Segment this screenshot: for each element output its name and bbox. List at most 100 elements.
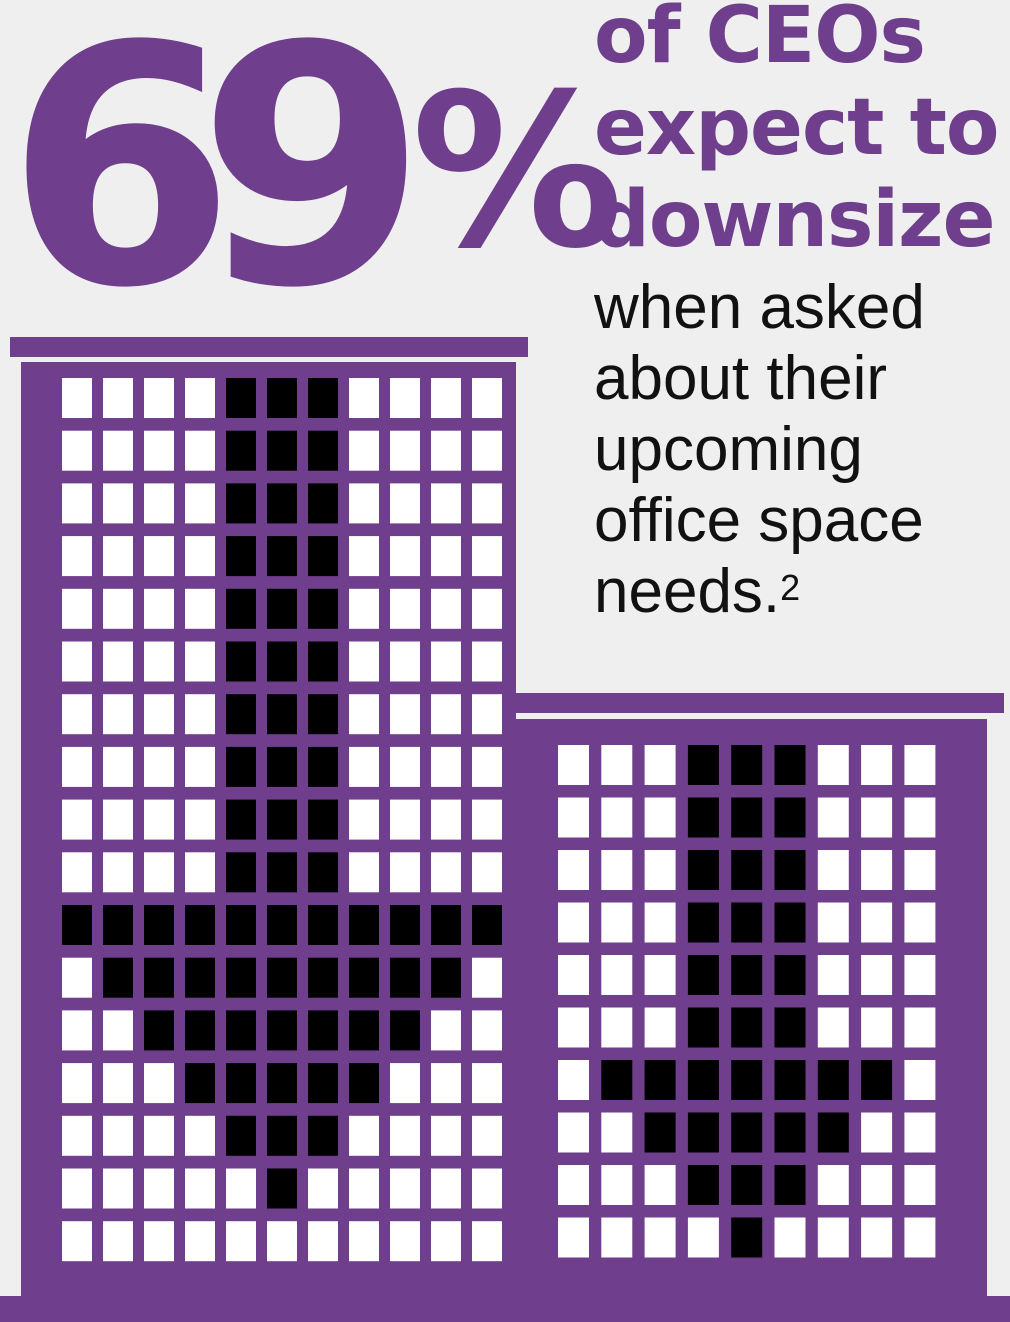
right-building-window	[904, 1165, 936, 1205]
left-building-window	[472, 641, 502, 682]
right-building-window	[774, 850, 806, 890]
right-building-window	[558, 1007, 589, 1048]
left-building-window	[185, 905, 215, 945]
left-building-window	[226, 536, 256, 577]
left-building-window	[349, 1115, 379, 1156]
right-building-window	[774, 955, 806, 995]
left-building-window	[185, 746, 215, 787]
left-building-window	[62, 430, 92, 471]
left-building-window	[226, 483, 256, 524]
left-building-window	[308, 588, 338, 629]
stat-percentage: 69%	[6, 3, 624, 333]
right-building-window	[601, 1217, 633, 1258]
right-building-window	[558, 1060, 589, 1100]
left-building-window	[103, 483, 133, 524]
left-building-window	[103, 1010, 133, 1051]
left-building-window	[267, 1010, 297, 1051]
right-building-window	[774, 902, 806, 943]
right-building-window	[644, 1112, 676, 1153]
left-building-window	[267, 799, 297, 840]
left-building-window	[185, 852, 215, 893]
left-building-window	[226, 957, 256, 998]
left-building-window	[103, 1115, 133, 1156]
left-building-window	[431, 378, 461, 418]
right-building-window	[817, 850, 849, 890]
right-building-window	[861, 850, 893, 890]
left-building-window	[185, 694, 215, 735]
left-building-window	[390, 536, 420, 577]
right-building-window	[861, 902, 893, 943]
right-building-window	[731, 1007, 763, 1048]
description-line-5-text: needs.	[594, 557, 781, 626]
right-building-window	[687, 1165, 719, 1205]
description-line-4: office space	[594, 486, 924, 555]
right-building-window	[601, 797, 633, 838]
left-building-window	[472, 588, 502, 629]
right-building-window	[774, 1007, 806, 1048]
left-building-window	[144, 1221, 174, 1262]
left-building-window	[185, 378, 215, 418]
description-line-5: needs.2	[594, 556, 1004, 627]
left-building-window	[349, 641, 379, 682]
description-text: when asked about their upcoming office s…	[594, 272, 1004, 627]
right-building-window	[861, 797, 893, 838]
right-building-window	[644, 1060, 676, 1100]
right-building-window	[904, 1060, 936, 1100]
right-building-window	[904, 1112, 936, 1153]
left-building-window	[226, 905, 256, 945]
left-building-window	[226, 378, 256, 418]
right-building-window	[644, 902, 676, 943]
right-building-window	[644, 1007, 676, 1048]
left-building-window	[62, 641, 92, 682]
left-building-window	[185, 1168, 215, 1209]
right-building-window	[558, 1217, 589, 1258]
left-building-window	[390, 746, 420, 787]
right-building-window	[774, 1165, 806, 1205]
left-building-window	[267, 483, 297, 524]
right-building-window	[644, 955, 676, 995]
right-building-window	[558, 1165, 589, 1205]
right-building-window	[558, 745, 589, 785]
left-building-window	[472, 1221, 502, 1262]
left-building-window	[390, 799, 420, 840]
left-roof-ledge	[10, 337, 528, 357]
left-building-window	[103, 536, 133, 577]
left-building-window	[308, 378, 338, 418]
short-office-building-down-arrow-icon	[516, 693, 1004, 1322]
right-building-window	[817, 1217, 849, 1258]
left-building-window	[349, 588, 379, 629]
left-building-window	[431, 746, 461, 787]
left-building-window	[431, 588, 461, 629]
right-building-window	[817, 797, 849, 838]
left-building-window	[349, 1063, 379, 1104]
right-building-window	[774, 745, 806, 785]
left-building-window	[62, 852, 92, 893]
right-building-window	[861, 1165, 893, 1205]
description-line-3: upcoming	[594, 415, 863, 484]
left-building-window	[308, 957, 338, 998]
right-building-window	[731, 1217, 763, 1258]
left-building-window	[267, 905, 297, 945]
right-building-window	[601, 955, 633, 995]
right-building-window	[644, 1165, 676, 1205]
right-building-window	[558, 850, 589, 890]
left-building-window	[103, 1221, 133, 1262]
left-building-window	[62, 536, 92, 577]
left-building-window	[226, 430, 256, 471]
left-building-window	[472, 852, 502, 893]
right-building-window	[644, 1217, 676, 1258]
left-building-window	[226, 1221, 256, 1262]
left-building-window	[431, 957, 461, 998]
left-building-window	[431, 694, 461, 735]
headline-line-2: expect to	[594, 83, 1000, 173]
left-building-window	[185, 430, 215, 471]
left-building-window	[103, 1063, 133, 1104]
left-building-window	[390, 1221, 420, 1262]
right-building-window	[904, 850, 936, 890]
right-building-window	[861, 1112, 893, 1153]
left-building-window	[185, 1063, 215, 1104]
left-building-window	[431, 1221, 461, 1262]
left-building-window	[349, 483, 379, 524]
left-building-window	[144, 852, 174, 893]
right-building-window	[861, 1007, 893, 1048]
